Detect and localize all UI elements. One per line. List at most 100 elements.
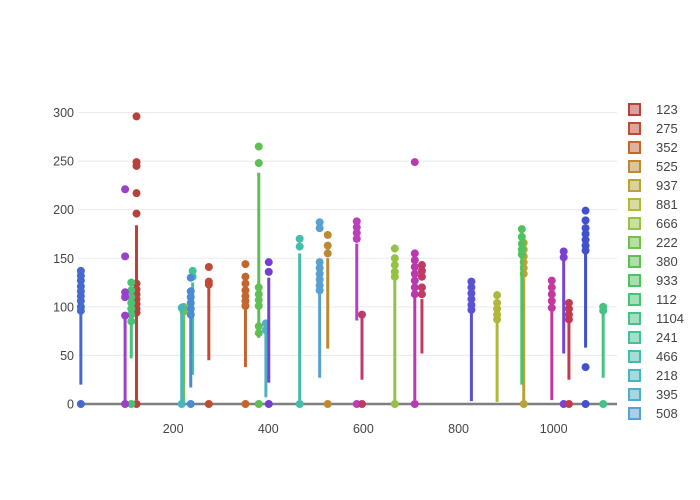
outlier-point[interactable] (581, 229, 590, 238)
zero-point[interactable] (254, 400, 263, 408)
zero-point[interactable] (204, 400, 213, 408)
outlier-point[interactable] (410, 158, 419, 167)
zero-point[interactable] (581, 400, 590, 408)
outlier-point[interactable] (417, 266, 426, 275)
outlier-point[interactable] (323, 230, 332, 239)
box-series-6[interactable] (76, 266, 85, 408)
outlier-point[interactable] (410, 256, 419, 265)
outlier-point[interactable] (564, 315, 573, 324)
legend-item-937[interactable]: 937 (628, 179, 698, 192)
zero-point[interactable] (76, 400, 85, 408)
box-series-275[interactable] (204, 263, 213, 408)
zero-point[interactable] (410, 400, 419, 408)
outlier-point[interactable] (390, 261, 399, 270)
outlier-point[interactable] (390, 244, 399, 253)
box-series-1021[interactable] (559, 247, 568, 408)
outlier-point[interactable] (467, 305, 476, 314)
outlier-point[interactable] (599, 306, 608, 315)
zero-point[interactable] (295, 400, 304, 408)
outlier-point[interactable] (132, 112, 141, 121)
outlier-point[interactable] (186, 304, 195, 313)
outlier-point[interactable] (493, 298, 502, 307)
outlier-point[interactable] (241, 279, 250, 288)
outlier-point[interactable] (410, 263, 419, 272)
outlier-point[interactable] (493, 291, 502, 300)
outlier-point[interactable] (547, 297, 556, 306)
outlier-point[interactable] (581, 224, 590, 233)
outlier-point[interactable] (352, 217, 361, 226)
outlier-point[interactable] (315, 224, 324, 233)
box-series-525[interactable] (323, 230, 332, 408)
outlier-point[interactable] (564, 304, 573, 313)
outlier-point[interactable] (188, 266, 197, 275)
legend-item-123[interactable]: 123 (628, 103, 698, 116)
outlier-point[interactable] (467, 295, 476, 304)
box-series-508[interactable] (315, 218, 324, 378)
outlier-point[interactable] (559, 247, 568, 256)
outlier-point[interactable] (295, 234, 304, 243)
outlier-point[interactable] (254, 283, 263, 292)
zero-point[interactable] (177, 400, 186, 408)
outlier-point[interactable] (186, 298, 195, 307)
outlier-point[interactable] (410, 276, 419, 285)
outlier-point[interactable] (493, 315, 502, 324)
zero-point[interactable] (127, 400, 136, 408)
outlier-point[interactable] (127, 317, 136, 326)
box-series-1032[interactable] (564, 298, 573, 408)
outlier-point[interactable] (410, 269, 419, 278)
outlier-point[interactable] (417, 290, 426, 299)
box-series-586[interactable] (352, 217, 361, 408)
outlier-point[interactable] (127, 304, 136, 313)
outlier-point[interactable] (264, 267, 273, 276)
outlier-point[interactable] (390, 254, 399, 263)
outlier-point[interactable] (410, 249, 419, 258)
outlier-point[interactable] (121, 311, 130, 320)
zero-point[interactable] (121, 400, 130, 408)
legend-item-1104[interactable]: 1104 (628, 312, 698, 325)
outlier-point[interactable] (76, 276, 85, 285)
outlier-point[interactable] (323, 241, 332, 250)
outlier-point[interactable] (581, 363, 590, 372)
legend-item-275[interactable]: 275 (628, 122, 698, 135)
outlier-point[interactable] (254, 290, 263, 299)
zero-point[interactable] (323, 400, 332, 408)
box-series-112[interactable] (127, 278, 136, 408)
box-series-401[interactable] (264, 258, 273, 408)
outlier-point[interactable] (186, 310, 195, 319)
outlier-point[interactable] (254, 142, 263, 151)
outlier-point[interactable] (76, 297, 85, 306)
box-series-237[interactable] (186, 273, 195, 408)
outlier-point[interactable] (410, 283, 419, 292)
zero-point[interactable] (264, 400, 273, 408)
zero-point[interactable] (390, 400, 399, 408)
box-series-1104[interactable] (599, 302, 608, 408)
outlier-point[interactable] (417, 283, 426, 292)
outlier-point[interactable] (241, 301, 250, 310)
legend-item-112[interactable]: 112 (628, 293, 698, 306)
box-series-996[interactable] (547, 276, 556, 401)
legend-item-241[interactable]: 241 (628, 331, 698, 344)
zero-point[interactable] (599, 400, 608, 408)
outlier-point[interactable] (547, 283, 556, 292)
outlier-point[interactable] (564, 298, 573, 307)
legend-item-218[interactable]: 218 (628, 369, 698, 382)
outlier-point[interactable] (581, 235, 590, 244)
outlier-point[interactable] (315, 258, 324, 267)
zero-point[interactable] (564, 400, 573, 408)
outlier-point[interactable] (352, 223, 361, 232)
outlier-point[interactable] (132, 161, 141, 170)
outlier-point[interactable] (517, 232, 526, 241)
legend-item-508[interactable]: 508 (628, 407, 698, 420)
zero-point[interactable] (357, 400, 366, 408)
outlier-point[interactable] (581, 206, 590, 215)
outlier-point[interactable] (186, 287, 195, 296)
legend-item-380[interactable]: 380 (628, 255, 698, 268)
box-series-723[interactable] (417, 261, 426, 354)
outlier-point[interactable] (417, 261, 426, 270)
outlier-point[interactable] (581, 216, 590, 225)
outlier-point[interactable] (357, 310, 366, 319)
outlier-point[interactable] (76, 306, 85, 315)
outlier-point[interactable] (127, 293, 136, 302)
box-series-708[interactable] (410, 158, 419, 408)
outlier-point[interactable] (467, 283, 476, 292)
